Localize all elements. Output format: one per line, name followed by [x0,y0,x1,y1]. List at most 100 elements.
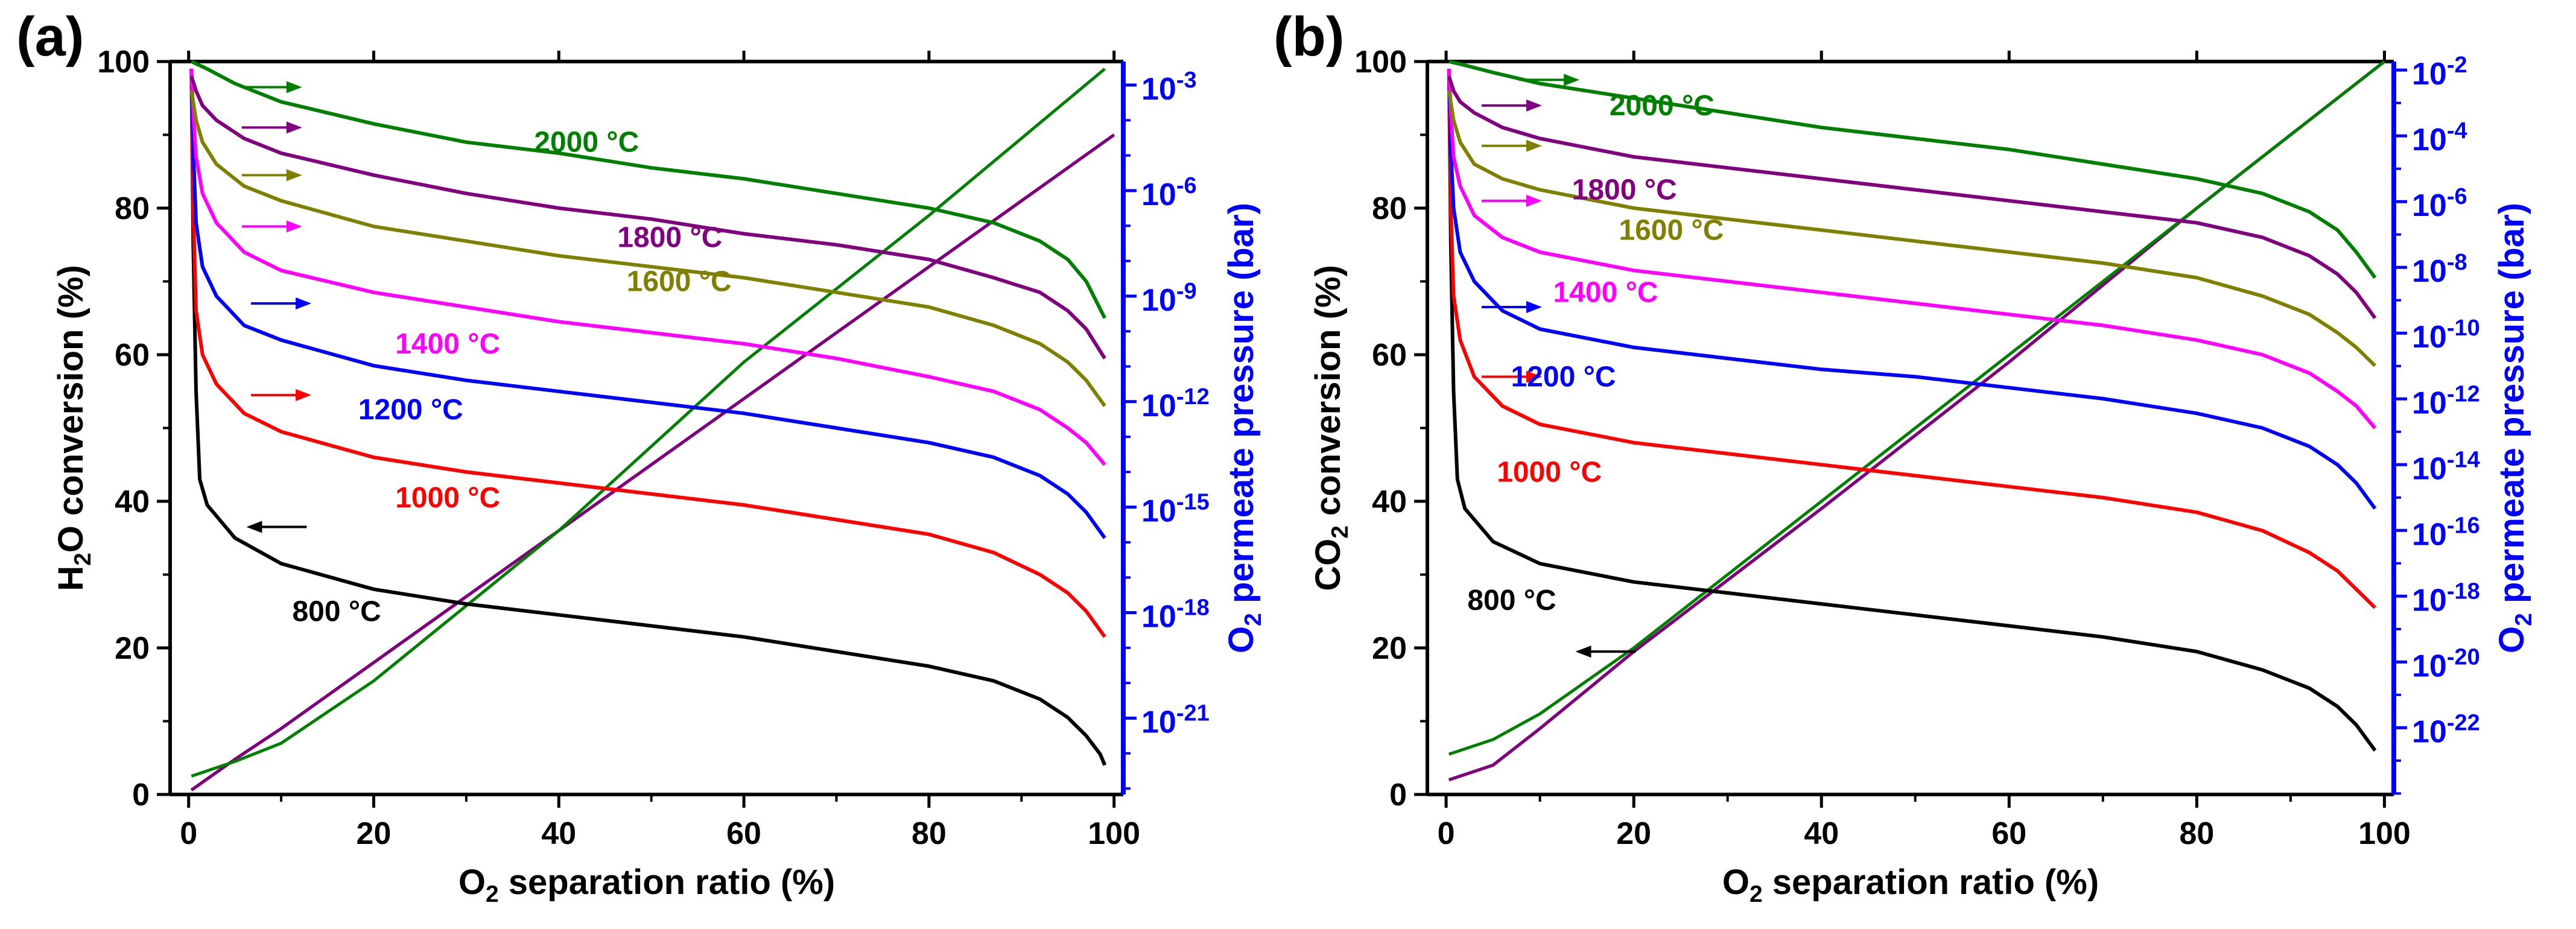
series-800-conversion-line [189,69,1107,766]
series-1000-arrowhead [1526,370,1542,383]
y-axis-title-part: CO [1309,539,1348,591]
series-1600-conversion-line [1447,90,2376,367]
series-1400-label: 1400 °C [1553,277,1658,309]
series-1800-arrowhead [286,121,302,134]
y-tick-label: 20 [1372,631,1407,666]
panel-label: (b) [1274,6,1344,68]
series-1000-conversion-line [189,69,1106,638]
series-1000-label: 1000 °C [395,482,500,514]
y2-tick-label: 10-18 [1141,595,1210,635]
x-tick-label: 0 [180,816,197,851]
series-800-arrowhead [246,521,262,533]
series-1200-label: 1200 °C [1511,361,1616,393]
series-2000-pressure-line [1448,60,2385,756]
y-tick-label: 100 [97,45,150,80]
series-1400-conversion-line [1447,69,2377,430]
x-axis-title-part: O [1722,863,1750,902]
y2-axis-title: O2 permeate pressure (bar) [2492,203,2537,653]
y2-tick-label: 10-20 [2412,644,2480,683]
y2-tick-label: 10-6 [2412,184,2467,223]
y2-axis-title-part: O [2492,626,2531,653]
x-tick-label: 40 [541,816,576,851]
series-1200-arrowhead [1526,301,1542,314]
series-1800-conversion-line [1447,75,2377,320]
x-axis-title: O2 separation ratio (%) [458,863,835,907]
x-axis-title-subscript: 2 [486,881,499,907]
y-axis-title-subscript: 2 [1327,525,1353,539]
series-2000-label: 2000 °C [534,127,639,159]
y-tick-label: 100 [1354,45,1407,80]
series-1200-arrowhead [296,297,312,309]
y2-tick-label: 10-22 [2412,710,2480,749]
y-tick-label: 80 [115,191,150,226]
y2-tick-label: 10-6 [1141,173,1197,212]
y-axis-title-part: H [51,566,90,591]
series-1600-label: 1600 °C [1619,214,1724,246]
y2-tick-label: 10-2 [2412,52,2467,92]
x-tick-label: 0 [1438,816,1455,851]
series-1200-conversion-line [1447,69,2377,510]
y-tick-label: 20 [115,631,150,666]
series-1600-conversion-line [189,90,1106,407]
y2-tick-label: 10-21 [1141,700,1210,740]
panel-0: 0 20 40 60 80 100 0 20 40 60 80 100 10-3 10-6 10-9 10-1… [16,6,1266,907]
series-1400-arrowhead [1526,194,1542,207]
y-tick-label: 60 [115,338,150,373]
y2-tick-label: 10-15 [1141,490,1210,529]
y2-tick-label: 10-14 [2412,447,2480,486]
series-1200-conversion-line [189,69,1106,539]
x-tick-label: 60 [1991,816,2026,851]
y-axis-title: H2O conversion (%) [51,265,96,591]
series-1000-conversion-line [1447,69,2376,609]
x-tick-label: 100 [2358,816,2411,851]
series-1600-arrowhead [286,169,302,182]
series-2000-arrowhead [286,81,302,94]
series-1400-arrowhead [286,220,302,233]
series-2000-conversion-line [191,60,1106,319]
y-tick-label: 80 [1372,191,1407,226]
x-axis-title: O2 separation ratio (%) [1722,863,2099,907]
y-tick-label: 40 [115,484,150,519]
x-axis-title-subscript: 2 [1750,881,1763,907]
series-1800-arrowhead [1526,99,1542,112]
y-tick-label: 0 [132,778,150,813]
y2-axis-title-subscript: 2 [1240,613,1266,626]
y-axis-title: CO2 conversion (%) [1309,265,1353,591]
series-1200-label: 1200 °C [358,394,463,426]
x-axis-title-part: separation ratio (%) [499,863,836,902]
series-1800-label: 1800 °C [1572,174,1677,206]
x-tick-label: 100 [1088,816,1140,851]
series-1800-pressure-line [190,133,1115,791]
series-800-arrowhead [1575,645,1591,658]
y2-tick-label: 10-9 [1141,279,1197,318]
y-axis-title-part: conversion (%) [1309,265,1348,525]
x-tick-label: 80 [912,816,947,851]
y2-tick-label: 10-12 [1141,384,1210,423]
y-axis-title-part: O conversion (%) [51,265,90,553]
y2-tick-label: 10-16 [2412,513,2480,552]
y2-tick-label: 10-8 [2412,250,2467,289]
y2-axis-title: O2 permeate pressure (bar) [1222,203,1266,653]
series-1800-conversion-line [189,75,1106,360]
y2-axis-title-part: permeate pressure (bar) [2492,203,2531,613]
y2-axis-title-part: O [1222,626,1261,653]
series-2000-pressure-line [191,68,1106,778]
x-axis-title-part: O [458,863,486,902]
panel-1: 0 20 40 60 80 100 0 20 40 60 80 100 10-2 10-4 10-6 10-8… [1274,6,2537,907]
x-tick-label: 60 [726,816,761,851]
y-tick-label: 0 [1389,778,1407,813]
x-tick-label: 80 [2179,816,2214,851]
series-1800-label: 1800 °C [617,222,722,254]
series-1000-label: 1000 °C [1497,456,1602,488]
series-2000-label: 2000 °C [1610,90,1715,122]
y2-tick-label: 10-10 [2412,315,2480,355]
y-axis-title-subscript: 2 [70,553,96,566]
y-tick-label: 60 [1372,338,1407,373]
series-800-conversion-line [1447,69,2377,752]
series-1000-arrowhead [296,388,312,401]
y2-tick-label: 10-4 [2412,118,2467,157]
series-1400-conversion-line [189,69,1106,466]
panel-label: (a) [16,6,84,68]
